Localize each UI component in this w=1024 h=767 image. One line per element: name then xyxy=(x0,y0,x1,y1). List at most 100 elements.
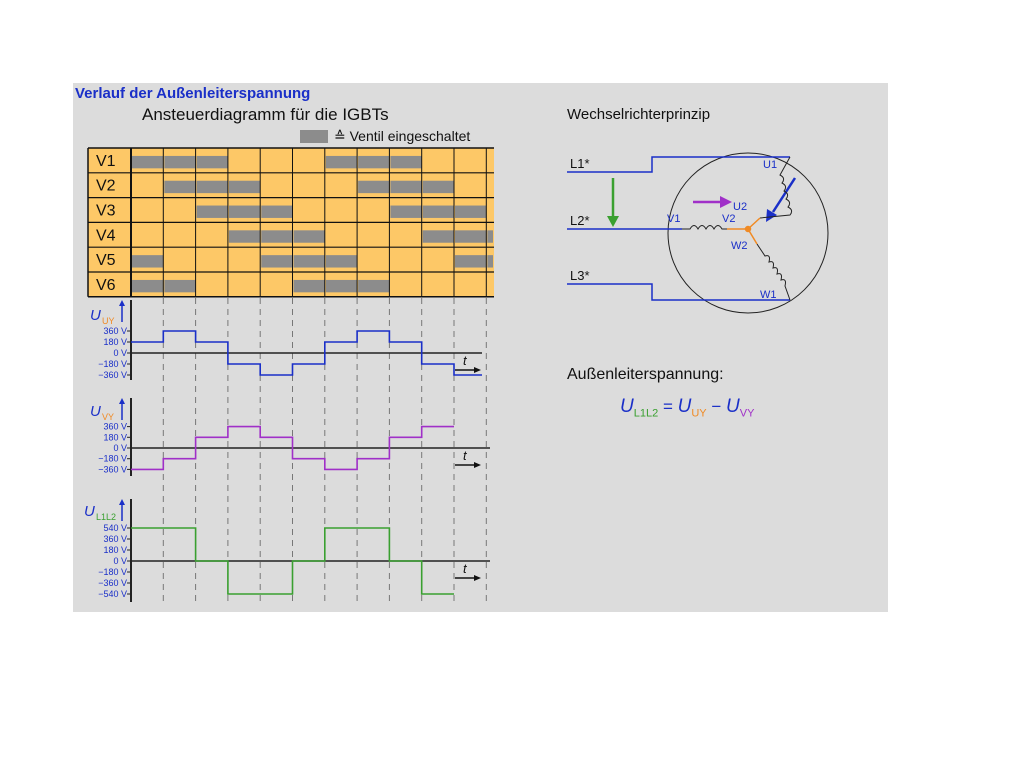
x-label: t xyxy=(463,353,468,368)
label-l3: L3* xyxy=(570,268,590,283)
on-bar xyxy=(422,180,454,194)
row-label-v6: V6 xyxy=(96,277,116,294)
y-tick-label: 0 V xyxy=(113,348,127,358)
y-tick-label: −180 V xyxy=(98,454,127,464)
label-v1: V1 xyxy=(667,213,680,225)
y-tick-label: −360 V xyxy=(98,464,127,474)
y-tick-label: −360 V xyxy=(98,578,127,588)
y-label: U xyxy=(90,403,101,420)
on-bar xyxy=(132,279,164,293)
on-bar xyxy=(164,279,196,293)
on-bar xyxy=(293,279,325,293)
y-tick-label: −180 V xyxy=(98,567,127,577)
formula-eq: = xyxy=(662,397,673,416)
legend-swatch xyxy=(300,130,328,143)
grid-title: Ansteuerdiagramm für die IGBTs xyxy=(142,105,389,124)
time-arrow-head-icon xyxy=(474,462,481,468)
on-bar xyxy=(487,255,493,268)
row-label-v2: V2 xyxy=(96,178,116,195)
circuit-title: Wechselrichterprinzip xyxy=(567,106,711,123)
formula-lhs: U xyxy=(620,396,634,417)
blue-arrow-icon xyxy=(766,177,797,222)
on-bar xyxy=(164,180,196,194)
formula-lhs-sub: L1L2 xyxy=(633,407,659,420)
on-bar xyxy=(132,155,164,169)
time-arrow-head-icon xyxy=(474,575,481,581)
on-bar xyxy=(358,155,390,169)
motor-circle xyxy=(667,152,829,314)
label-u2: U2 xyxy=(733,201,747,213)
on-bar xyxy=(228,205,261,218)
winding-coils xyxy=(682,156,793,301)
star-point xyxy=(727,217,761,245)
on-bar xyxy=(325,155,358,169)
label-w1: W1 xyxy=(760,289,777,301)
on-bar xyxy=(228,230,261,243)
y-arrow-head-icon xyxy=(119,300,125,306)
on-bar xyxy=(325,279,358,293)
on-bar xyxy=(390,155,422,169)
on-bar xyxy=(422,230,454,243)
row-label-v5: V5 xyxy=(96,252,116,269)
label-l1: L1* xyxy=(570,156,590,171)
x-label: t xyxy=(463,448,468,463)
y-tick-label: −540 V xyxy=(98,589,127,599)
on-bar xyxy=(455,255,487,268)
series-line xyxy=(131,330,482,376)
legend-text: ≙ Ventil eingeschaltet xyxy=(334,128,471,144)
formula-minus: − xyxy=(711,397,722,416)
label-w2: W2 xyxy=(731,240,748,252)
y-tick-label: −360 V xyxy=(98,370,127,380)
formula-a-sub: UY xyxy=(691,407,707,420)
y-arrow-head-icon xyxy=(119,499,125,505)
y-tick-label: −180 V xyxy=(98,359,127,369)
line-l1 xyxy=(567,156,790,173)
y-tick-label: 180 V xyxy=(103,545,127,555)
on-bar xyxy=(358,279,390,293)
label-l2: L2* xyxy=(570,213,590,228)
on-bar xyxy=(293,230,325,243)
on-bar xyxy=(390,180,422,194)
time-arrow-head-icon xyxy=(474,367,481,373)
y-label-sub: VY xyxy=(102,412,114,422)
coil-v xyxy=(682,225,727,231)
on-bar xyxy=(228,180,261,194)
on-bar xyxy=(325,255,358,268)
y-label-sub: UY xyxy=(102,316,115,326)
purple-arrow-icon xyxy=(693,196,732,208)
on-bar xyxy=(196,205,228,218)
coil-w xyxy=(756,243,791,301)
on-bar xyxy=(261,255,293,268)
formula-title: Außenleiterspannung: xyxy=(567,366,724,383)
y-tick-label: 360 V xyxy=(103,326,127,336)
on-bar xyxy=(132,255,164,268)
on-bar xyxy=(164,155,196,169)
on-bar xyxy=(196,180,228,194)
formula: UL1L2 = UUY − UVY xyxy=(620,396,754,419)
on-bar xyxy=(261,230,293,243)
y-tick-label: 360 V xyxy=(103,422,127,432)
y-label-sub: L1L2 xyxy=(96,512,116,522)
row-label-v4: V4 xyxy=(96,227,116,244)
y-label: U xyxy=(90,307,101,324)
coil-u xyxy=(759,156,793,219)
green-arrow-icon xyxy=(607,178,619,227)
formula-a: U xyxy=(677,396,692,417)
series-line xyxy=(131,527,454,595)
y-tick-label: 360 V xyxy=(103,534,127,544)
series-line xyxy=(131,425,454,471)
y-tick-label: 540 V xyxy=(103,523,127,533)
on-bar xyxy=(455,205,487,218)
y-tick-label: 0 V xyxy=(113,443,127,453)
on-bar xyxy=(293,255,325,268)
y-tick-label: 0 V xyxy=(113,556,127,566)
y-arrow-head-icon xyxy=(119,398,125,404)
row-label-v1: V1 xyxy=(96,153,116,170)
y-tick-label: 180 V xyxy=(103,337,127,347)
y-tick-label: 180 V xyxy=(103,432,127,442)
slide-title: Verlauf der Außenleiterspannung xyxy=(75,85,311,102)
on-bar xyxy=(455,230,487,243)
on-bar xyxy=(390,205,422,218)
